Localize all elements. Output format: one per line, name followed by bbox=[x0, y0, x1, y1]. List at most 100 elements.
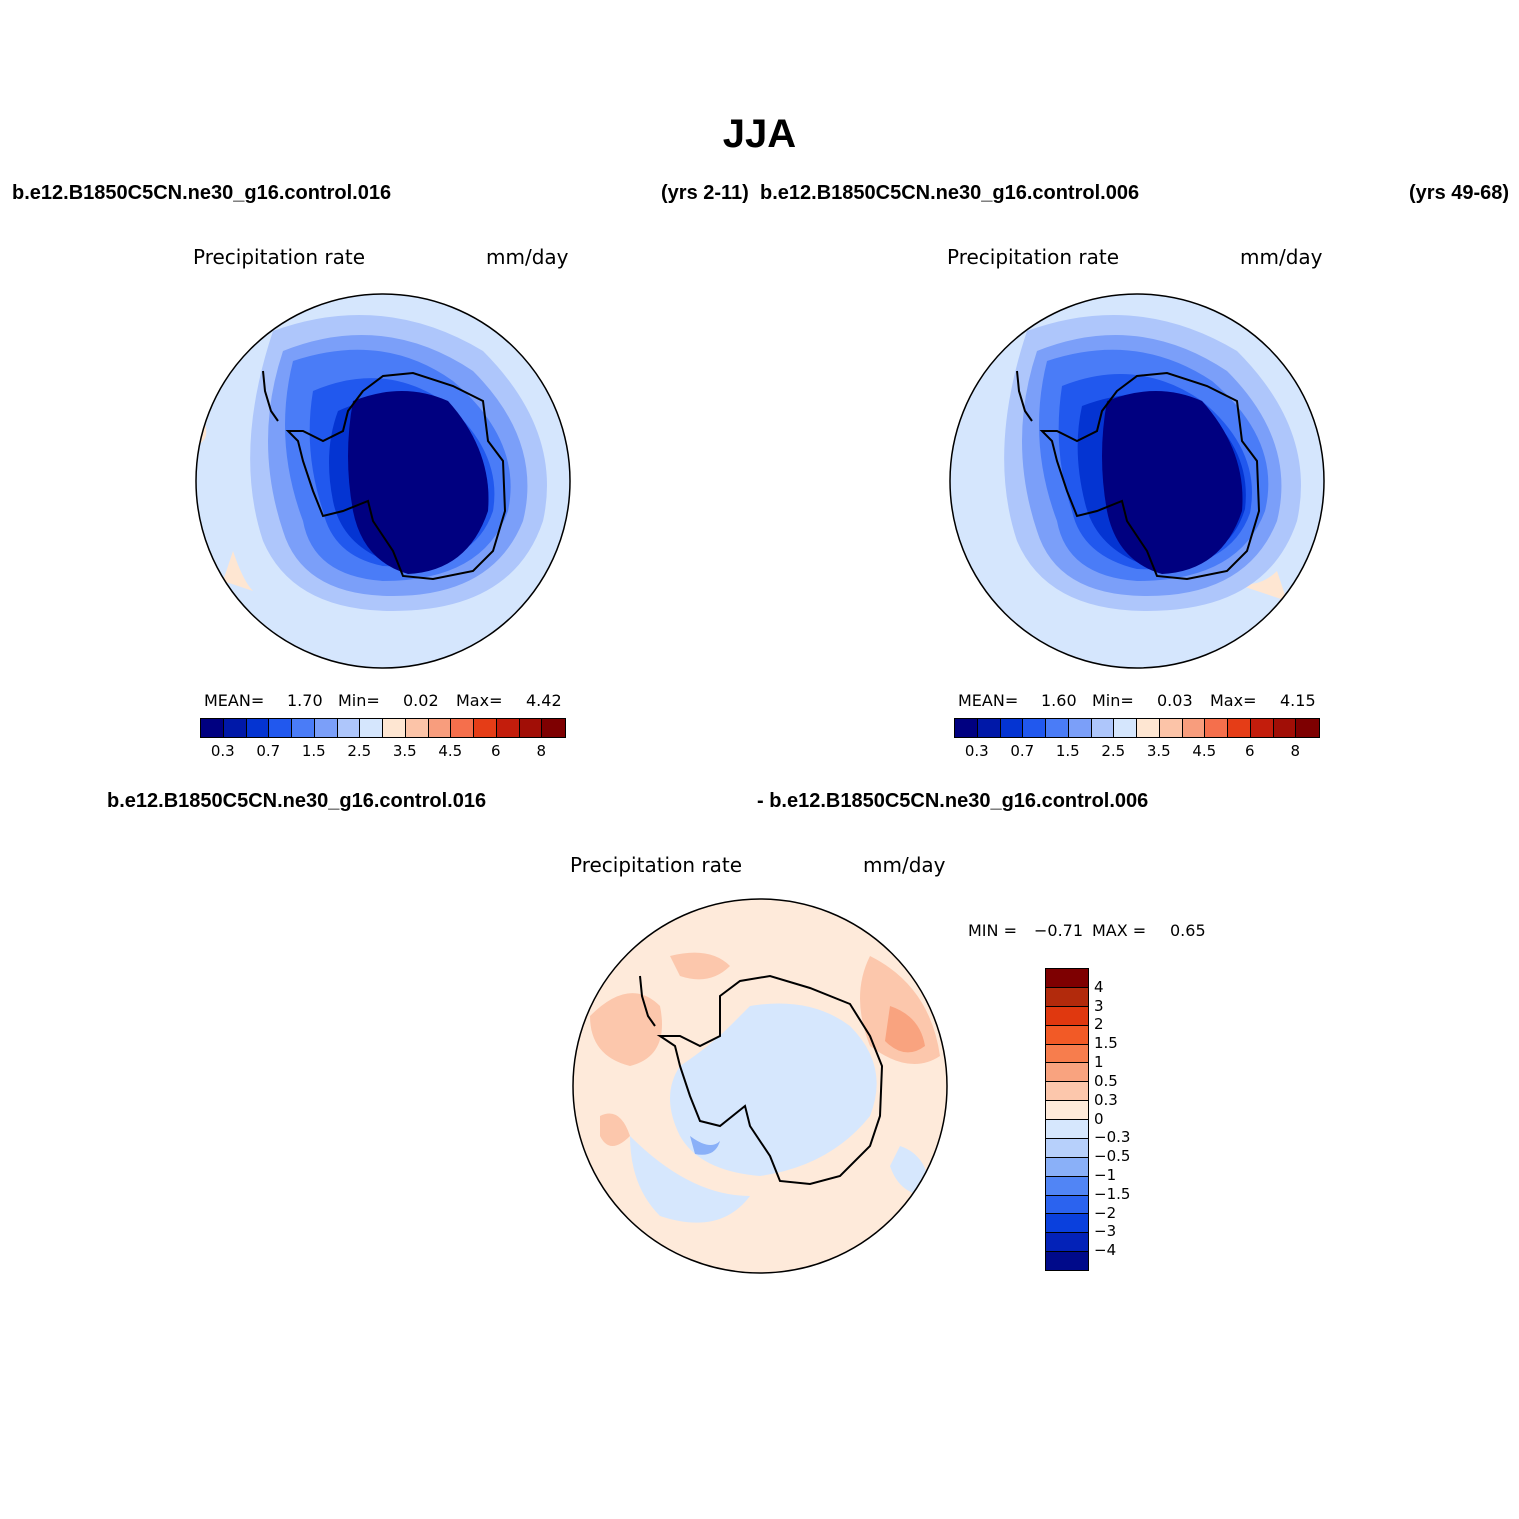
diff-polar-map bbox=[572, 898, 948, 1274]
colorbar-swatch bbox=[1114, 719, 1137, 737]
case-a-label: b.e12.B1850C5CN.ne30_g16.control.016 bbox=[12, 182, 392, 204]
colorbar-swatch bbox=[1046, 1195, 1088, 1215]
colorbar-tick-label: 4 bbox=[1094, 977, 1104, 996]
colorbar-tick-label: −1.5 bbox=[1094, 1184, 1131, 1203]
colorbar-swatch bbox=[292, 719, 315, 737]
panel1-min-label: Min= bbox=[338, 691, 380, 710]
panel2-variable: Precipitation rate bbox=[947, 245, 1119, 269]
colorbar-swatch bbox=[1046, 1101, 1088, 1120]
panel1-max-label: Max= bbox=[456, 691, 503, 710]
colorbar-swatch bbox=[1091, 719, 1115, 737]
colorbar-tick-label: 0.3 bbox=[964, 742, 989, 760]
colorbar-swatch bbox=[1250, 719, 1274, 737]
colorbar-swatch bbox=[1296, 719, 1319, 737]
panel1-min-value: 0.02 bbox=[403, 691, 439, 710]
panel2-colorbar bbox=[954, 718, 1320, 738]
colorbar-tick-label: 0.3 bbox=[1094, 1090, 1118, 1109]
colorbar-swatch bbox=[1000, 719, 1024, 737]
diff-units: mm/day bbox=[863, 853, 946, 877]
colorbar-swatch bbox=[1046, 1120, 1088, 1139]
colorbar-swatch bbox=[1046, 1006, 1088, 1026]
colorbar-tick-label: 3.5 bbox=[392, 742, 417, 760]
colorbar-tick-label: 2.5 bbox=[347, 742, 372, 760]
colorbar-swatch bbox=[337, 719, 361, 737]
colorbar-swatch bbox=[955, 719, 978, 737]
colorbar-tick-label: 4.5 bbox=[1192, 742, 1217, 760]
colorbar-swatch bbox=[1046, 1214, 1088, 1234]
colorbar-swatch bbox=[1046, 1157, 1088, 1177]
colorbar-swatch bbox=[1273, 719, 1297, 737]
colorbar-swatch bbox=[542, 719, 565, 737]
colorbar-swatch bbox=[314, 719, 338, 737]
colorbar-swatch bbox=[1228, 719, 1251, 737]
panel1-polar-map bbox=[195, 293, 571, 669]
colorbar-swatch bbox=[474, 719, 497, 737]
colorbar-tick-label: 2 bbox=[1094, 1015, 1104, 1034]
colorbar-swatch bbox=[201, 719, 224, 737]
colorbar-swatch bbox=[496, 719, 520, 737]
panel2-max-value: 4.15 bbox=[1280, 691, 1316, 710]
panel1-colorbar bbox=[200, 718, 566, 738]
colorbar-tick-label: 6 bbox=[490, 742, 501, 760]
colorbar-tick-label: 8 bbox=[1290, 742, 1301, 760]
colorbar-tick-label: 2.5 bbox=[1101, 742, 1126, 760]
colorbar-swatch bbox=[1046, 1082, 1088, 1102]
panel2-polar-map bbox=[949, 293, 1325, 669]
colorbar-tick-label: −4 bbox=[1094, 1241, 1117, 1260]
panel1-units: mm/day bbox=[486, 245, 569, 269]
panel1-mean-value: 1.70 bbox=[287, 691, 323, 710]
panel2-min-label: Min= bbox=[1092, 691, 1134, 710]
colorbar-swatch bbox=[1182, 719, 1206, 737]
panel1-max-value: 4.42 bbox=[526, 691, 562, 710]
diff-min-value: −0.71 bbox=[1034, 921, 1084, 940]
colorbar-tick-label: 1.5 bbox=[301, 742, 326, 760]
colorbar-tick-label: −0.3 bbox=[1094, 1128, 1131, 1147]
colorbar-swatch bbox=[1046, 719, 1069, 737]
panel1-variable: Precipitation rate bbox=[193, 245, 365, 269]
colorbar-tick-label: −2 bbox=[1094, 1203, 1117, 1222]
colorbar-swatch bbox=[1046, 1233, 1088, 1253]
colorbar-swatch bbox=[1046, 1138, 1088, 1158]
colorbar-tick-label: 3.5 bbox=[1146, 742, 1171, 760]
colorbar-swatch bbox=[383, 719, 406, 737]
colorbar-swatch bbox=[1046, 1252, 1088, 1270]
colorbar-swatch bbox=[223, 719, 247, 737]
diff-case-b-label: - b.e12.B1850C5CN.ne30_g16.control.006 bbox=[757, 790, 1149, 812]
diff-max-label: MAX = bbox=[1092, 921, 1147, 940]
colorbar-swatch bbox=[269, 719, 292, 737]
colorbar-tick-label: 3 bbox=[1094, 996, 1104, 1015]
colorbar-swatch bbox=[1046, 1025, 1088, 1045]
case-b-label: b.e12.B1850C5CN.ne30_g16.control.006 bbox=[760, 182, 1140, 204]
case-b-years: (yrs 49-68) bbox=[1409, 182, 1510, 204]
colorbar-swatch bbox=[1046, 1044, 1088, 1064]
colorbar-swatch bbox=[1068, 719, 1092, 737]
colorbar-swatch bbox=[428, 719, 452, 737]
panel1-mean-label: MEAN= bbox=[204, 691, 265, 710]
colorbar-tick-label: 0.7 bbox=[1010, 742, 1035, 760]
panel2-mean-label: MEAN= bbox=[958, 691, 1019, 710]
colorbar-swatch bbox=[519, 719, 543, 737]
colorbar-swatch bbox=[1046, 1176, 1088, 1196]
colorbar-tick-label: 0.5 bbox=[1094, 1071, 1118, 1090]
colorbar-swatch bbox=[246, 719, 270, 737]
diff-max-value: 0.65 bbox=[1170, 921, 1206, 940]
colorbar-swatch bbox=[1046, 987, 1088, 1007]
colorbar-tick-label: 8 bbox=[536, 742, 547, 760]
diff-case-a-label: b.e12.B1850C5CN.ne30_g16.control.016 bbox=[107, 790, 487, 812]
diff-min-label: MIN = bbox=[968, 921, 1017, 940]
colorbar-tick-label: 6 bbox=[1244, 742, 1255, 760]
colorbar-swatch bbox=[1137, 719, 1160, 737]
colorbar-tick-label: 4.5 bbox=[438, 742, 463, 760]
colorbar-tick-label: 0 bbox=[1094, 1109, 1104, 1128]
colorbar-tick-label: −0.5 bbox=[1094, 1147, 1131, 1166]
panel2-units: mm/day bbox=[1240, 245, 1323, 269]
panel2-max-label: Max= bbox=[1210, 691, 1257, 710]
panel2-mean-value: 1.60 bbox=[1041, 691, 1077, 710]
colorbar-swatch bbox=[1159, 719, 1183, 737]
colorbar-swatch bbox=[1046, 969, 1088, 988]
colorbar-swatch bbox=[977, 719, 1001, 737]
colorbar-swatch bbox=[360, 719, 383, 737]
colorbar-tick-label: −3 bbox=[1094, 1222, 1117, 1241]
colorbar-tick-label: −1 bbox=[1094, 1165, 1117, 1184]
colorbar-tick-label: 0.7 bbox=[256, 742, 281, 760]
